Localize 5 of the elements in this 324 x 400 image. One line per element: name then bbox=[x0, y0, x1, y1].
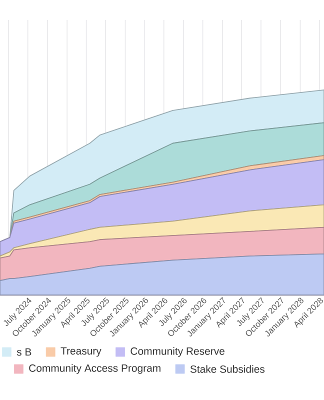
legend-label: Community Access Program bbox=[29, 364, 160, 374]
legend-label: s B bbox=[16, 348, 32, 356]
legend-label: Community Reserve bbox=[130, 347, 224, 357]
legend-label: Treasury bbox=[60, 347, 102, 357]
legend-label: Stake Subsidies bbox=[190, 365, 265, 373]
